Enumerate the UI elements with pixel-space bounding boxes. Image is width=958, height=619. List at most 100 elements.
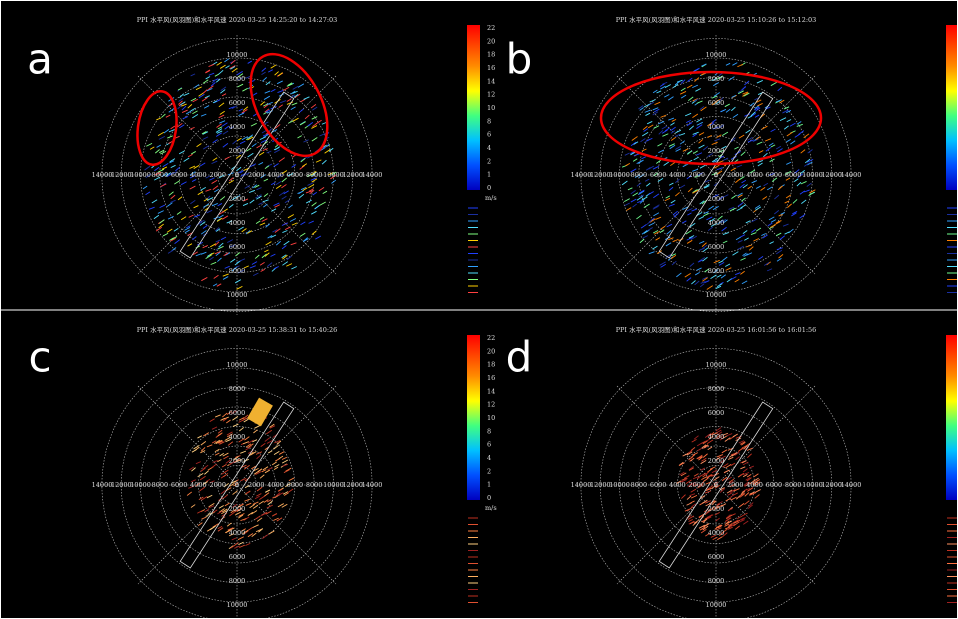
wind-barb [217, 126, 223, 130]
wind-barb [182, 116, 189, 120]
wind-barb [222, 508, 228, 513]
wind-barb [642, 125, 648, 131]
wind-barb [183, 157, 190, 162]
wind-barb [242, 106, 249, 111]
wind-barb [243, 265, 249, 269]
wind-barb [716, 167, 723, 171]
wind-barb [686, 236, 693, 241]
wind-barb [189, 185, 196, 190]
wind-barb [200, 450, 206, 454]
colorbar-unit: m/s [485, 504, 497, 512]
wind-barb [624, 202, 630, 207]
wind-barb [263, 103, 269, 109]
wind-barb [666, 229, 672, 235]
wind-barb [711, 469, 718, 474]
wind-barb [307, 122, 314, 127]
y-range-label: 6000 [708, 99, 725, 107]
y-range-label: 2000 [229, 195, 246, 203]
wind-barb [275, 184, 282, 190]
y-range-label: 0 [235, 481, 239, 489]
wind-barb [255, 220, 261, 224]
wind-barb [262, 77, 267, 82]
wind-barb [288, 204, 293, 209]
wind-barb [191, 449, 197, 453]
wind-barb [233, 456, 239, 461]
wind-barb [753, 238, 760, 242]
wind-barb [721, 131, 729, 137]
wind-barb [242, 414, 249, 420]
wind-barb [672, 238, 679, 243]
wind-barb [653, 193, 660, 199]
wind-barb [746, 244, 752, 248]
wind-barb [680, 479, 687, 483]
wind-barb [190, 73, 196, 77]
wind-barb [799, 169, 805, 175]
wind-barb [708, 435, 714, 440]
wind-barb [654, 101, 661, 106]
wind-barb [302, 238, 309, 242]
wind-barb [269, 425, 276, 429]
wind-barb [201, 131, 207, 135]
x-range-label: 8000 [785, 481, 802, 489]
wind-barb [211, 463, 217, 469]
wind-barb [633, 153, 640, 157]
wind-barb [230, 508, 237, 514]
wind-barb [682, 148, 689, 152]
wind-barb [221, 510, 228, 515]
wind-barb [753, 106, 760, 111]
wind-barb [746, 473, 752, 478]
wind-barb [741, 197, 746, 202]
wind-barb [699, 106, 705, 111]
wind-barb [779, 117, 787, 122]
wind-barb [223, 494, 228, 499]
panel: PPI 水平风(风羽图)和水平风速 2020-03-25 15:10:26 to… [506, 15, 958, 315]
wind-barb [154, 166, 160, 172]
wind-barb [201, 516, 207, 520]
wind-barb [264, 492, 270, 497]
wind-barb [208, 63, 215, 68]
wind-barb [292, 85, 299, 90]
wind-barb [693, 150, 698, 155]
wind-barb [287, 82, 293, 86]
wind-barb [672, 210, 678, 216]
wind-barb [698, 482, 704, 487]
wind-barb [190, 504, 196, 508]
colorbar-label: 22 [487, 24, 495, 32]
wind-barb [202, 89, 208, 94]
wind-barb [281, 503, 288, 508]
wind-barb [715, 434, 721, 439]
wind-barb [323, 144, 330, 149]
wind-barb [204, 470, 209, 475]
wind-barb [743, 520, 749, 525]
wind-barb [221, 122, 228, 127]
wind-barb [687, 482, 693, 488]
x-range-label: 0 [714, 171, 718, 179]
wind-barb [215, 132, 222, 137]
wind-barb [696, 442, 703, 447]
wind-barb [701, 457, 707, 462]
wind-barb [315, 159, 322, 163]
wind-barb [209, 418, 215, 422]
wind-barb [251, 261, 258, 265]
x-range-label: 12000 [590, 171, 611, 179]
wind-barb [761, 125, 768, 130]
wind-barb [760, 187, 766, 191]
wind-barb [204, 95, 210, 99]
wind-barb [718, 196, 724, 201]
wind-barb [273, 163, 279, 168]
wind-barb [219, 110, 225, 115]
wind-barb [782, 223, 789, 227]
wind-barb [263, 499, 269, 503]
wind-barb [286, 98, 292, 102]
wind-barb [652, 230, 659, 234]
wind-barb [736, 164, 743, 168]
wind-barb [704, 471, 710, 476]
wind-barb [642, 235, 648, 239]
wind-barb [180, 101, 186, 106]
wind-barb [714, 511, 720, 516]
wind-barb [702, 244, 708, 250]
wind-barb [778, 254, 784, 259]
y-range-label: 6000 [229, 243, 246, 251]
wind-barb [161, 113, 166, 118]
wind-barb [331, 171, 337, 176]
